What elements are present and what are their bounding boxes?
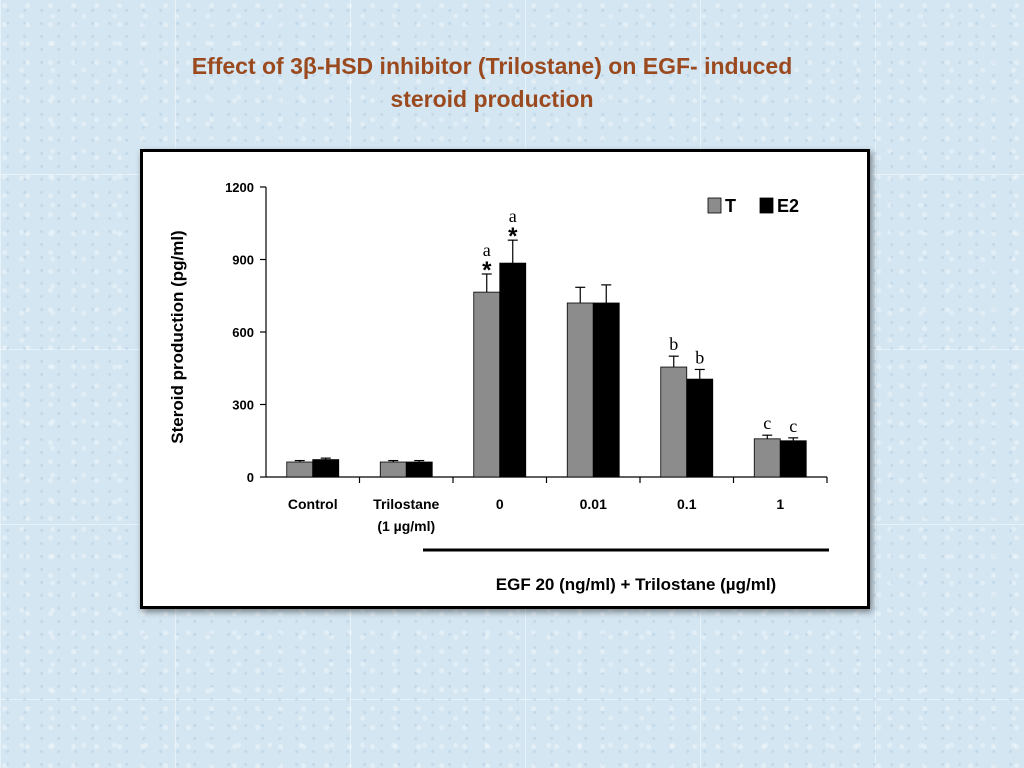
x-category-label-line2: (1 µg/ml): [377, 518, 435, 534]
bar-t-2: [473, 291, 501, 478]
y-ticks: 0 300 600 900 1200: [225, 180, 266, 485]
legend-swatch-t: [707, 197, 722, 214]
legend-swatch-e2: [759, 197, 774, 214]
y-axis-label: Steroid production (pg/ml): [168, 230, 187, 443]
y-tick-label: 1200: [225, 180, 254, 195]
slide-title: Effect of 3β-HSD inhibitor (Trilostane) …: [112, 50, 872, 116]
significance-star: *: [508, 223, 518, 250]
bar-chart: Steroid production (pg/ml) EGF 20 (ng/ml…: [168, 180, 829, 594]
x-category-label: Trilostane: [373, 496, 439, 512]
significance-letter: a: [509, 206, 517, 226]
legend: T E2: [707, 196, 799, 216]
y-tick-label: 600: [232, 325, 254, 340]
y-tick-label: 300: [232, 398, 254, 413]
x-category-label: Control: [288, 496, 338, 512]
bar-t-5: [753, 438, 781, 478]
x-category-label: 0.01: [580, 496, 607, 512]
significance-letter: b: [669, 334, 678, 354]
bar-e2-5: [779, 440, 807, 478]
significance-letter: b: [695, 347, 704, 367]
x-axis-label: EGF 20 (ng/ml) + Trilostane (µg/ml): [496, 575, 776, 594]
x-category-label: 1: [776, 496, 784, 512]
bar-e2-4: [686, 378, 714, 478]
bar-t-4: [660, 366, 688, 478]
significance-letter: a: [483, 240, 491, 260]
bar-e2-3: [592, 302, 620, 478]
bar-t-0: [286, 461, 314, 478]
bar-e2-2: [499, 262, 527, 478]
significance-letter: c: [789, 416, 797, 436]
bar-e2-1: [405, 461, 433, 478]
legend-label-t: T: [725, 196, 736, 216]
category-labels: Control Trilostane (1 µg/ml) 0 0.01 0.1 1: [288, 496, 784, 534]
figure-frame: Steroid production (pg/ml) EGF 20 (ng/ml…: [140, 149, 870, 609]
bar-t-1: [379, 461, 407, 478]
slide-title-line-2: steroid production: [390, 86, 594, 112]
legend-label-e2: E2: [777, 196, 799, 216]
y-tick-label: 0: [247, 470, 254, 485]
bar-e2-0: [312, 459, 340, 478]
significance-star: *: [482, 257, 492, 284]
significance-letter: c: [763, 413, 771, 433]
bar-t-3: [566, 302, 594, 478]
slide-title-line-1: Effect of 3β-HSD inhibitor (Trilostane) …: [191, 53, 793, 79]
x-category-label: 0: [496, 496, 504, 512]
y-tick-label: 900: [232, 253, 254, 268]
x-category-label: 0.1: [677, 496, 697, 512]
